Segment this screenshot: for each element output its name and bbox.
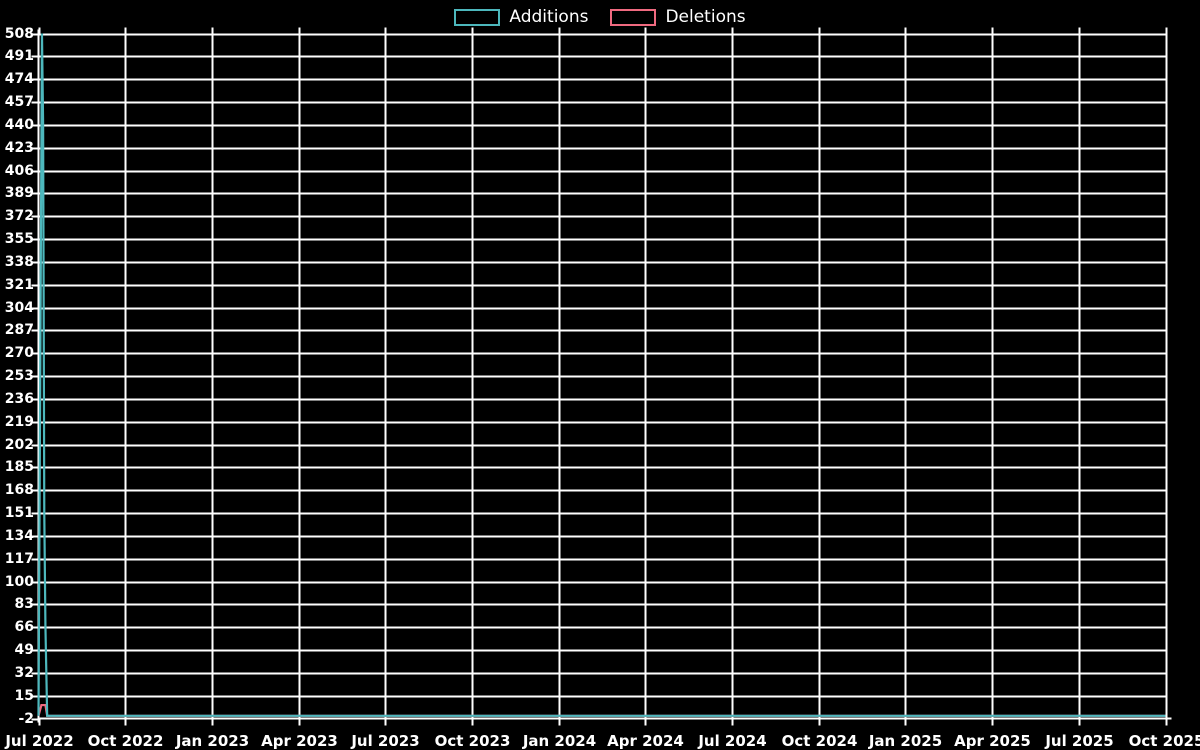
data-series-layer bbox=[37, 33, 1166, 717]
y-axis-tick-label: 406 bbox=[4, 162, 34, 179]
x-axis-tick-label: Jul 2023 bbox=[351, 731, 420, 750]
y-axis-tick-label: 83 bbox=[14, 595, 34, 612]
x-axis-tick-label: Jan 2023 bbox=[175, 731, 250, 750]
y-axis-tick-label: 321 bbox=[4, 276, 34, 293]
chart-legend: Additions Deletions bbox=[0, 0, 1200, 34]
y-axis-tick-label: 185 bbox=[4, 458, 34, 475]
y-axis-tick-label: 236 bbox=[4, 390, 34, 407]
x-axis-tick-label: Jan 2024 bbox=[522, 731, 597, 750]
y-axis-tick-label: 66 bbox=[14, 618, 34, 635]
y-axis-labels: 508 491 474 457 440 423 406 389 372 355 338 321 304 2… bbox=[0, 0, 34, 750]
y-axis-tick-label: 270 bbox=[4, 344, 34, 361]
y-axis-tick-label: 491 bbox=[4, 47, 34, 64]
y-axis-tick-label: 168 bbox=[4, 481, 34, 498]
legend-label-deletions: Deletions bbox=[665, 7, 746, 27]
y-axis-tick-label: 457 bbox=[4, 93, 34, 110]
y-axis-ticks bbox=[31, 33, 39, 721]
y-axis-tick-label: 355 bbox=[4, 230, 34, 247]
y-axis-tick-label: 32 bbox=[14, 664, 34, 681]
y-axis-tick-label: 372 bbox=[4, 207, 34, 224]
x-axis-tick-label: Jul 2022 bbox=[5, 731, 74, 750]
x-axis-tick-label: Jan 2025 bbox=[868, 731, 943, 750]
y-axis-tick-label: 134 bbox=[4, 527, 34, 544]
legend-entry-deletions[interactable]: Deletions bbox=[610, 7, 746, 27]
series-line-additions bbox=[37, 33, 1166, 717]
y-axis-tick-label: 304 bbox=[4, 299, 34, 316]
x-axis-tick-label: Jul 2024 bbox=[698, 731, 767, 750]
y-axis-tick-label: 202 bbox=[4, 436, 34, 453]
x-axis-tick-label: Oct 2022 bbox=[87, 731, 164, 750]
y-axis-tick-label: 423 bbox=[4, 139, 34, 156]
y-axis-tick-label: 338 bbox=[4, 253, 34, 270]
x-axis-tick-label: Apr 2023 bbox=[261, 731, 338, 750]
legend-swatch-deletions-icon bbox=[610, 8, 657, 26]
y-axis-tick-label: 100 bbox=[4, 573, 34, 590]
x-axis-tick-label: Apr 2025 bbox=[954, 731, 1031, 750]
y-axis-tick-label: 253 bbox=[4, 367, 34, 384]
x-axis-tick-label: Apr 2024 bbox=[607, 731, 684, 750]
x-axis-ticks bbox=[38, 718, 1168, 726]
y-axis-tick-label: 474 bbox=[4, 70, 34, 87]
y-axis-tick-label: 508 bbox=[4, 25, 34, 42]
vertical-gridlines bbox=[124, 33, 1168, 719]
y-axis-tick-label: 49 bbox=[14, 641, 34, 658]
y-axis-tick-label: 15 bbox=[14, 687, 34, 704]
horizontal-gridlines bbox=[38, 33, 1166, 698]
y-axis-tick-label: 219 bbox=[4, 413, 34, 430]
x-axis-tick-label: Jul 2025 bbox=[1045, 731, 1114, 750]
x-axis-tick-label: Oct 2024 bbox=[781, 731, 858, 750]
y-axis-tick-label: -2 bbox=[18, 710, 34, 727]
y-axis-tick-label: 389 bbox=[4, 184, 34, 201]
legend-label-additions: Additions bbox=[509, 7, 589, 27]
legend-entry-additions[interactable]: Additions bbox=[454, 7, 588, 27]
legend-swatch-additions-icon bbox=[454, 8, 501, 26]
x-axis-tick-label: Oct 2025 bbox=[1128, 731, 1200, 750]
y-axis-tick-label: 151 bbox=[4, 504, 34, 521]
y-axis-tick-label: 117 bbox=[4, 550, 34, 567]
y-axis-tick-label: 440 bbox=[4, 116, 34, 133]
y-axis-tick-label: 287 bbox=[4, 321, 34, 338]
x-axis-tick-label: Oct 2023 bbox=[434, 731, 511, 750]
